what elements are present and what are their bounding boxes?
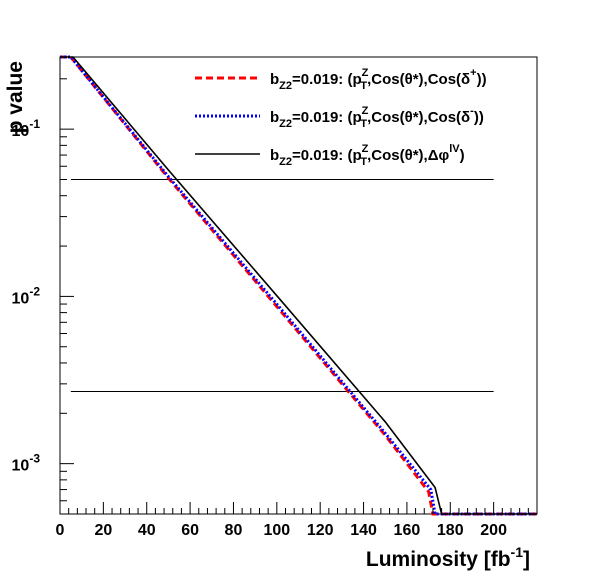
- x-axis-title: Luminosity [fb-1]: [366, 544, 530, 571]
- reference-lines: [70, 178, 494, 393]
- x-tick-label: 60: [181, 522, 199, 539]
- y-tick-label: 10-2: [12, 284, 41, 307]
- series-line-2: [60, 55, 537, 516]
- x-tick-label: 80: [225, 522, 243, 539]
- x-tick-label: 180: [437, 522, 464, 539]
- legend: bZ2=0.019: (pZ T,Cos(θ*),Cos(δ+)) bZ2=0.01…: [195, 67, 487, 168]
- x-tick-label: 0: [56, 522, 65, 539]
- series-layer: [60, 55, 537, 516]
- y-axis-title: p value: [4, 61, 27, 133]
- x-axis-title-sup: -1: [511, 544, 524, 560]
- x-tick-label: 140: [350, 522, 377, 539]
- y-tick-label: 10-3: [12, 452, 41, 475]
- legend-label-2: bZ2=0.019: (pZ T,Cos(θ*),Cos(δ-)): [270, 105, 484, 130]
- x-tick-label: 20: [94, 522, 112, 539]
- plot-frame: [59, 56, 538, 515]
- legend-label-1: bZ2=0.019: (pZ T,Cos(θ*),Cos(δ+)): [270, 67, 487, 92]
- y-tick-label: 10-1: [12, 117, 41, 140]
- x-axis: 0 20 40 60 80 100 120 140 160 180 200: [56, 502, 538, 539]
- legend-label-3: bZ2=0.019: (pZ T,Cos(θ*),ΔφlV): [270, 143, 465, 168]
- series-line-3: [60, 56, 537, 515]
- x-tick-label: 120: [307, 522, 334, 539]
- y-axis: 10-1 10-2 10-3: [12, 78, 74, 515]
- x-tick-label: 200: [480, 522, 507, 539]
- x-tick-label: 160: [394, 522, 421, 539]
- x-tick-label: 100: [263, 522, 290, 539]
- x-axis-title-close: ]: [523, 548, 530, 571]
- x-tick-label: 40: [138, 522, 156, 539]
